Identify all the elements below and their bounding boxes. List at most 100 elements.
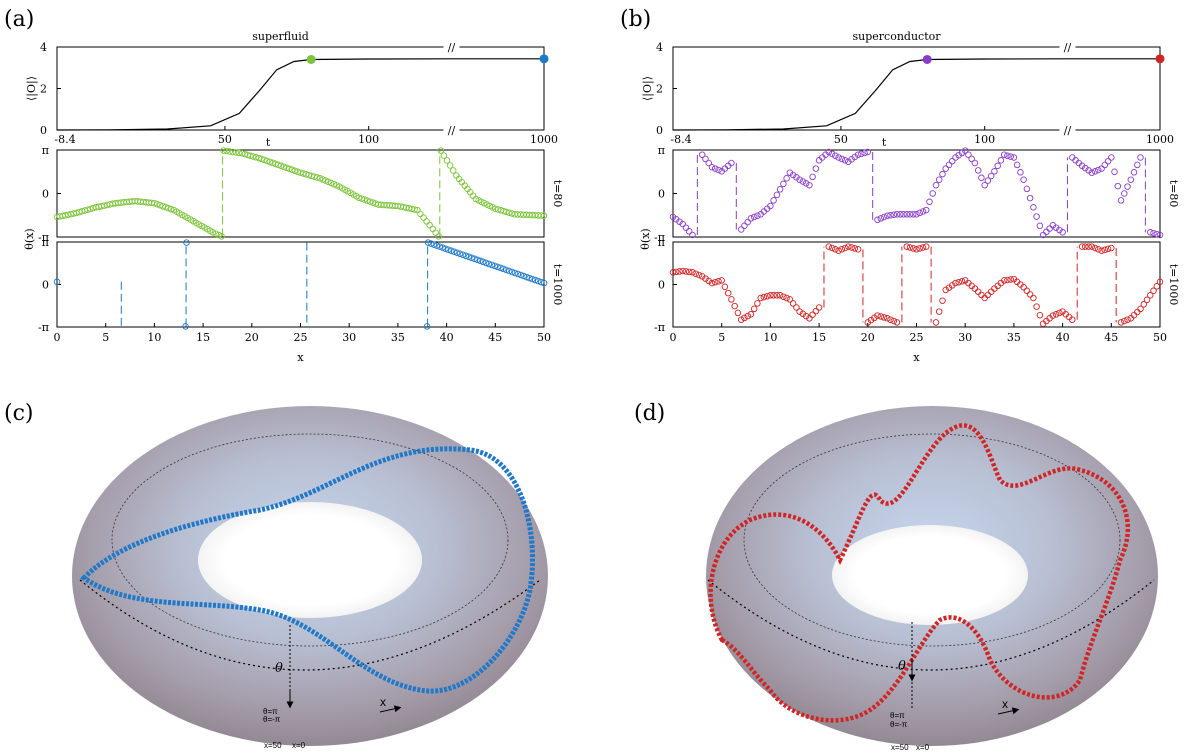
phase-point-b-mid (987, 172, 995, 180)
torus-c-hole (198, 502, 422, 618)
phase-point-b-mid (929, 190, 936, 197)
phase-point-b-bot (747, 311, 755, 318)
phase-point-a-mid (167, 205, 175, 213)
phase-point-b-bot (760, 293, 768, 301)
phase-point-b-mid (1104, 157, 1112, 165)
phase-point-b-mid (728, 159, 735, 167)
phase-point-a-bot (450, 248, 458, 255)
phase-point-b-bot (767, 292, 774, 299)
phase-point-a-bot (465, 253, 472, 261)
phase-point-b-mid (812, 165, 820, 172)
phase-point-b-mid (708, 163, 716, 171)
y-axis-label-a-mid: θ(x) (23, 228, 36, 249)
chart-a-bot: π 0 -π t=1000 0 5 10 15 20 25 30 35 40 45 50 x (38, 236, 564, 364)
phase-point-b-mid (835, 154, 842, 161)
phase-point-a-mid (162, 203, 169, 211)
phase-point-a-bot (448, 247, 455, 254)
phase-point-b-mid (1095, 166, 1102, 174)
x-tick-label-a-bot: 15 (196, 331, 210, 344)
phase-point-b-mid (939, 170, 946, 178)
phase-point-b-mid (858, 150, 865, 158)
phase-point-b-mid (825, 148, 833, 156)
phase-point-a-mid (540, 212, 548, 219)
y-tick-label-a-bot: -π (38, 321, 49, 334)
phase-point-a-bot (468, 254, 475, 262)
phase-point-b-bot (1150, 287, 1157, 295)
phase-point-a-bot (514, 270, 522, 278)
phase-point-a-mid (291, 167, 299, 175)
torus-c-x-arrowhead (379, 705, 402, 713)
phase-point-b-bot (689, 269, 696, 276)
phase-point-b-bot (948, 282, 956, 289)
phase-point-b-bot (1153, 283, 1161, 290)
phase-point-b-bot (763, 292, 771, 300)
phase-point-b-bot (1140, 301, 1148, 308)
phase-point-b-bot (952, 279, 959, 287)
phase-point-a-bot (471, 255, 478, 263)
phase-point-b-mid (948, 157, 956, 165)
y-tick-label-a-bot: 0 (42, 279, 49, 292)
phase-point-b-bot (783, 294, 790, 302)
phase-point-b-bot (705, 277, 712, 285)
phase-point-a-mid (263, 157, 271, 165)
axis-break-mark-b: // (1064, 124, 1072, 137)
phase-point-b-mid (974, 167, 982, 174)
phase-point-b-mid (893, 211, 901, 218)
phase-point-b-mid (994, 162, 1001, 170)
panel-label-a: (a) (4, 7, 34, 32)
phase-point-b-bot (1082, 243, 1089, 250)
phase-point-b-bot (935, 308, 943, 315)
phase-point-b-mid (1059, 229, 1066, 236)
phase-point-b-mid (916, 209, 923, 217)
phase-point-b-bot (698, 273, 706, 280)
phase-point-b-bot (806, 315, 813, 322)
phase-point-b-mid (780, 180, 787, 188)
phase-point-b-mid (903, 211, 911, 218)
phase-point-b-mid (1004, 152, 1011, 159)
phase-point-a-mid (358, 195, 365, 202)
y-tick-label-b-bot: π (658, 236, 665, 249)
axis-break-mark-b: // (1064, 41, 1072, 54)
phase-point-b-mid (1124, 183, 1131, 190)
time-marker-b-1 (1155, 54, 1165, 64)
phase-point-b-mid (1134, 161, 1141, 169)
phase-point-b-mid (910, 211, 917, 218)
phase-point-a-bot (491, 262, 498, 270)
phase-point-b-bot (916, 245, 923, 252)
time-label-b-bot: t=1000 (1167, 264, 1180, 306)
panel-label-b: (b) (620, 7, 651, 32)
phase-point-b-mid (705, 159, 712, 167)
phase-point-b-mid (767, 202, 774, 210)
phase-point-b-bot (974, 288, 982, 295)
phase-point-a-mid (286, 165, 293, 173)
phase-point-b-mid (1091, 168, 1099, 175)
torus-c-curve (80, 446, 535, 694)
phase-point-b-mid (968, 155, 975, 163)
phase-point-b-mid (926, 198, 933, 206)
phase-point-b-bot (802, 312, 810, 320)
phase-point-a-mid (437, 147, 445, 154)
phase-point-a-bot (488, 261, 496, 269)
phase-point-a-mid (411, 206, 418, 213)
phase-point-b-mid (1098, 165, 1105, 172)
phase-point-a-mid (277, 162, 285, 170)
torus-c-theta-pi: θ=π (263, 707, 278, 716)
phase-point-b-bot (728, 296, 735, 303)
phase-point-b-mid (854, 151, 862, 158)
phase-point-a-mid (151, 199, 158, 207)
x-tick-label-a: -8.4 (54, 133, 75, 146)
x-tick-label-b: 1000 (1146, 133, 1174, 146)
phase-point-b-mid (799, 178, 807, 185)
phase-point-a-mid (443, 157, 451, 164)
phase-point-a-bot (508, 268, 516, 276)
phase-point-a-mid (429, 225, 436, 233)
torus-c: θ x θ=π θ=-π x=50 x=0 (72, 406, 548, 750)
phase-point-a-mid (435, 233, 443, 240)
phase-point-b-bot (695, 271, 703, 279)
phase-point-b-bot (1117, 319, 1125, 326)
phase-point-b-mid (682, 224, 690, 231)
phase-point-b-mid (984, 177, 992, 184)
phase-point-b-bot (796, 308, 803, 315)
x-tick-label-b: 100 (974, 133, 995, 146)
phase-point-b-mid (737, 226, 745, 233)
